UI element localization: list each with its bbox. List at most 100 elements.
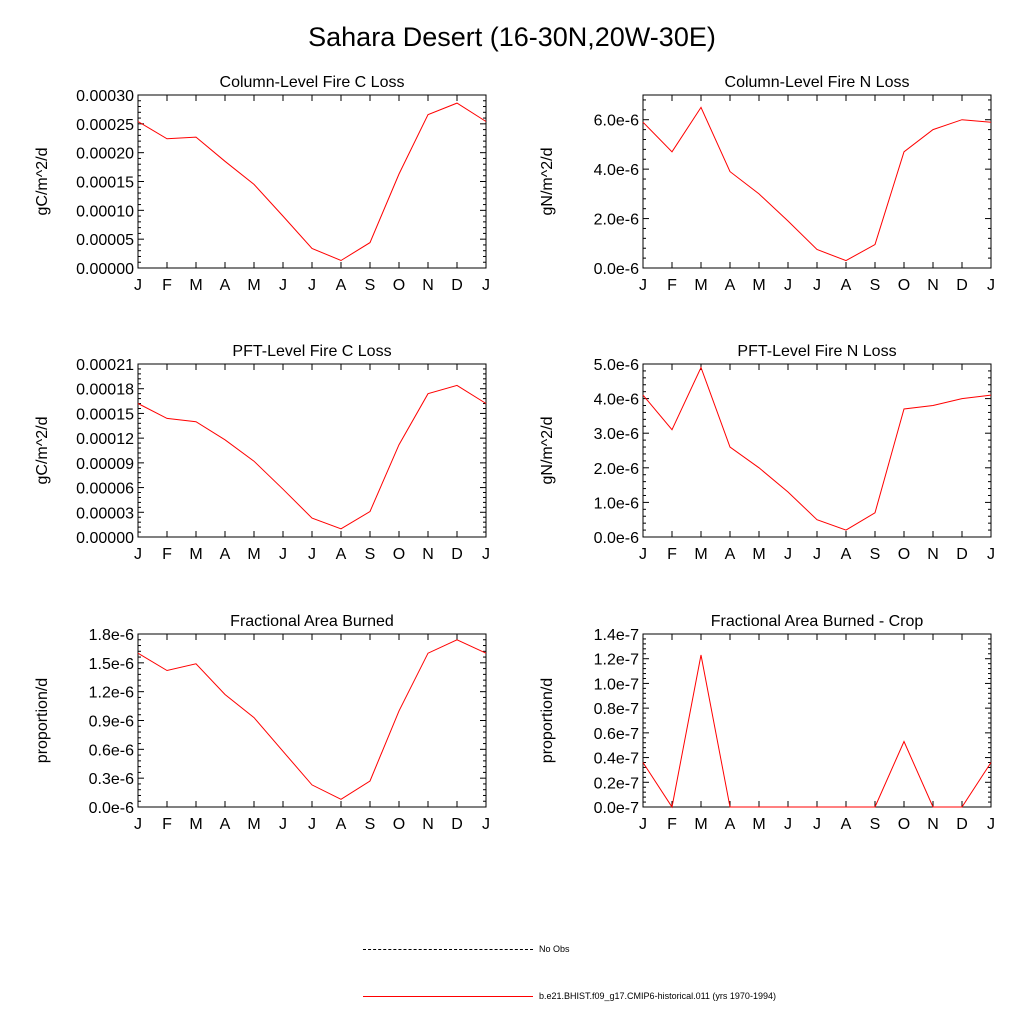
y-tick-label-2-5: 0.00015 [76,406,134,423]
y-tick-label-2-2: 0.00006 [76,481,134,498]
x-tick-label-5-2: M [694,816,707,833]
x-tick-label-4-12: J [482,816,490,833]
x-tick-label-1-1: F [667,277,677,294]
x-tick-label-3-6: J [813,546,821,563]
y-tick-label-1-3: 6.0e-6 [594,113,639,130]
y-tick-label-0-6: 0.00030 [76,88,134,105]
y-axis-label-5: proportion/d [539,678,556,763]
x-tick-label-5-5: J [784,816,792,833]
x-tick-label-2-1: F [162,546,172,563]
y-tick-label-0-0: 0.00000 [76,261,134,278]
chart-title-2: PFT-Level Fire C Loss [232,343,391,360]
y-tick-label-4-3: 0.9e-6 [89,714,134,731]
y-tick-label-2-1: 0.00003 [76,505,134,522]
y-tick-label-5-6: 1.2e-7 [594,652,639,669]
y-tick-label-2-7: 0.00021 [76,357,134,374]
y-tick-label-2-4: 0.00012 [76,431,134,448]
x-tick-label-4-11: D [451,816,463,833]
plot-frame-1 [642,94,992,269]
x-tick-label-2-7: A [336,546,347,563]
x-tick-label-4-0: J [134,816,142,833]
x-tick-label-3-11: D [956,546,968,563]
y-tick-label-0-5: 0.00025 [76,117,134,134]
series-line-3-0 [642,366,992,531]
legend-label-model: b.e21.BHIST.f09_g17.CMIP6-historical.011… [539,991,776,1001]
y-tick-label-5-1: 0.2e-7 [594,775,639,792]
y-axis-label-3: gN/m^2/d [539,417,556,485]
x-tick-label-5-0: J [639,816,647,833]
x-tick-label-1-5: J [784,277,792,294]
x-tick-label-4-6: J [308,816,316,833]
x-tick-label-0-10: N [422,277,434,294]
y-axis-label-1: gN/m^2/d [539,148,556,216]
y-tick-label-1-2: 4.0e-6 [594,162,639,179]
plot-frame-5 [642,633,992,808]
x-tick-label-3-4: M [752,546,765,563]
y-tick-label-4-1: 0.3e-6 [89,771,134,788]
x-tick-label-2-4: M [247,546,260,563]
x-tick-label-0-7: A [336,277,347,294]
x-tick-label-0-8: S [365,277,376,294]
x-tick-label-4-8: S [365,816,376,833]
x-tick-label-0-9: O [393,277,405,294]
y-tick-label-5-5: 1.0e-7 [594,676,639,693]
legend-label-no-obs: No Obs [539,944,570,954]
x-tick-label-1-8: S [870,277,881,294]
y-tick-label-3-2: 2.0e-6 [594,461,639,478]
x-tick-label-0-2: M [189,277,202,294]
x-tick-label-0-5: J [279,277,287,294]
x-tick-label-3-10: N [927,546,939,563]
x-tick-label-4-1: F [162,816,172,833]
series-line-2-0 [137,384,487,530]
x-tick-label-0-12: J [482,277,490,294]
x-tick-label-5-11: D [956,816,968,833]
x-tick-label-1-9: O [898,277,910,294]
x-tick-label-0-6: J [308,277,316,294]
x-tick-label-5-9: O [898,816,910,833]
x-tick-label-4-9: O [393,816,405,833]
y-tick-label-5-2: 0.4e-7 [594,751,639,768]
x-tick-label-3-1: F [667,546,677,563]
x-tick-label-4-4: M [247,816,260,833]
x-tick-label-5-8: S [870,816,881,833]
plot-frame-2 [137,363,487,538]
x-tick-label-2-5: J [279,546,287,563]
x-tick-label-5-1: F [667,816,677,833]
x-tick-label-5-12: J [987,816,995,833]
x-tick-label-0-1: F [162,277,172,294]
x-tick-label-5-3: A [725,816,736,833]
x-tick-label-1-3: A [725,277,736,294]
y-axis-label-0: gC/m^2/d [34,148,51,216]
chart-title-4: Fractional Area Burned [230,613,394,630]
y-tick-label-5-7: 1.4e-7 [594,627,639,644]
y-tick-label-0-4: 0.00020 [76,146,134,163]
x-tick-label-2-10: N [422,546,434,563]
x-tick-label-0-3: A [220,277,231,294]
x-tick-label-3-5: J [784,546,792,563]
x-tick-label-4-5: J [279,816,287,833]
y-tick-label-3-1: 1.0e-6 [594,495,639,512]
x-tick-label-1-4: M [752,277,765,294]
x-tick-label-5-7: A [841,816,852,833]
y-tick-label-4-0: 0.0e-6 [89,800,134,817]
x-tick-label-1-6: J [813,277,821,294]
y-tick-label-0-3: 0.00015 [76,175,134,192]
x-tick-label-2-2: M [189,546,202,563]
x-tick-label-1-2: M [694,277,707,294]
x-tick-label-1-10: N [927,277,939,294]
y-tick-label-3-4: 4.0e-6 [594,392,639,409]
plot-frame-3 [642,363,992,538]
x-tick-label-4-3: A [220,816,231,833]
x-tick-label-2-6: J [308,546,316,563]
x-tick-label-4-7: A [336,816,347,833]
x-tick-label-5-6: J [813,816,821,833]
y-tick-label-2-3: 0.00009 [76,456,134,473]
plot-frame-4 [137,633,487,808]
x-tick-label-2-12: J [482,546,490,563]
x-tick-label-1-11: D [956,277,968,294]
x-tick-label-1-0: J [639,277,647,294]
y-tick-label-5-4: 0.8e-7 [594,701,639,718]
x-tick-label-3-12: J [987,546,995,563]
x-tick-label-2-3: A [220,546,231,563]
legend-line-model [363,996,533,997]
